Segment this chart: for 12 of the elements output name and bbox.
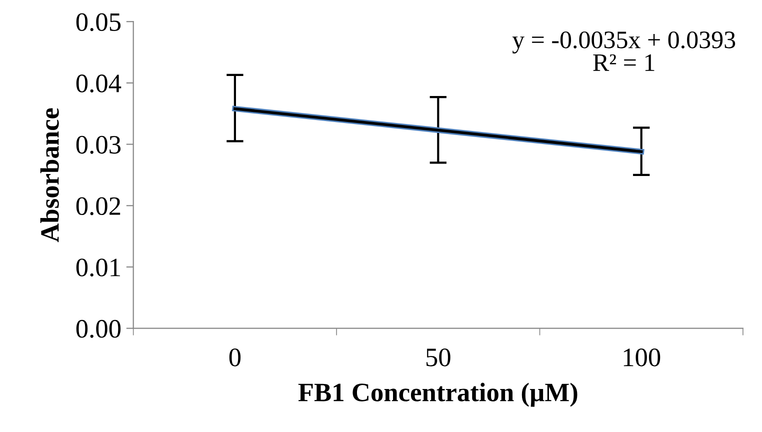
y-tick-label: 0.00: [76, 320, 121, 338]
y-tick-label: 0.02: [76, 197, 120, 216]
x-tick-label: 100: [624, 348, 660, 366]
annotation: y = -0.0035x + 0.0393 R² = 1: [512, 31, 736, 71]
x-axis-title: FB1 Concentration (µM): [298, 382, 578, 407]
y-tick-label: 0.03: [76, 136, 121, 154]
y-tick-label: 0.01: [76, 258, 120, 277]
y-axis-title: Absorbance: [40, 108, 59, 242]
y-tick-label: 0.04: [76, 74, 122, 92]
y-tick-label: 0.05: [76, 13, 121, 32]
x-tick-label: 50: [426, 348, 450, 366]
x-tick-label: 0: [229, 348, 241, 366]
